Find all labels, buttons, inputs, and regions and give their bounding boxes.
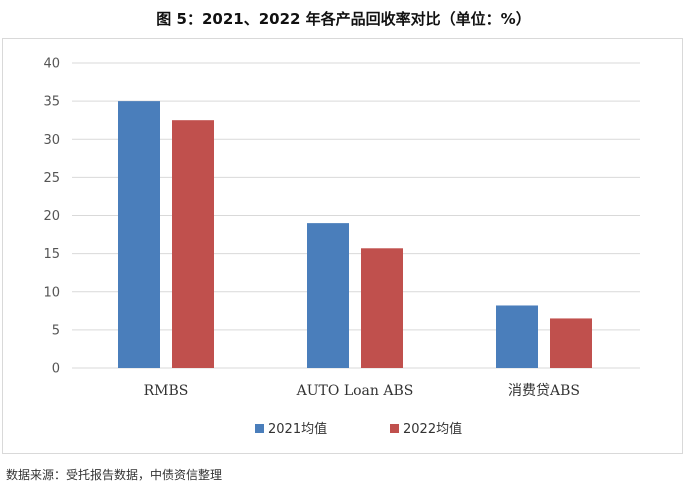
- legend: 2021均值 2022均值: [255, 421, 462, 437]
- bar-2022-1: [361, 248, 403, 368]
- legend-2021-swatch: [255, 424, 264, 433]
- bars: [118, 101, 592, 368]
- y-tick-label: 40: [43, 57, 60, 72]
- bar-2021-1: [307, 223, 349, 368]
- y-tick-label: 35: [43, 95, 60, 110]
- bar-2021-2: [496, 305, 538, 368]
- x-category-label: RMBS: [144, 383, 189, 399]
- y-tick-label: 5: [52, 323, 60, 338]
- y-tick-label: 0: [52, 362, 60, 377]
- chart-title: 图 5：2021、2022 年各产品回收率对比（单位：%）: [156, 10, 531, 28]
- bar-2021-0: [118, 101, 160, 368]
- y-tick-label: 20: [43, 209, 60, 224]
- y-axis-ticks: 0 5 10 15 20 25 30 35 40: [43, 57, 60, 377]
- bar-2022-0: [172, 120, 214, 368]
- legend-2022-swatch: [390, 424, 399, 433]
- y-tick-label: 10: [43, 285, 60, 300]
- gridlines: [72, 62, 640, 369]
- y-tick-label: 30: [43, 133, 60, 148]
- x-axis-labels: RMBS AUTO Loan ABS 消费贷ABS: [144, 383, 580, 399]
- bar-2022-2: [550, 318, 592, 368]
- y-tick-label: 25: [43, 171, 60, 186]
- y-tick-label: 15: [43, 247, 60, 262]
- x-category-label: AUTO Loan ABS: [296, 383, 414, 399]
- legend-2021-label: 2021均值: [268, 421, 327, 437]
- x-category-label: 消费贷ABS: [508, 383, 580, 399]
- source-note: 数据来源：受托报告数据，中债资信整理: [6, 468, 223, 482]
- legend-2022-label: 2022均值: [403, 421, 462, 437]
